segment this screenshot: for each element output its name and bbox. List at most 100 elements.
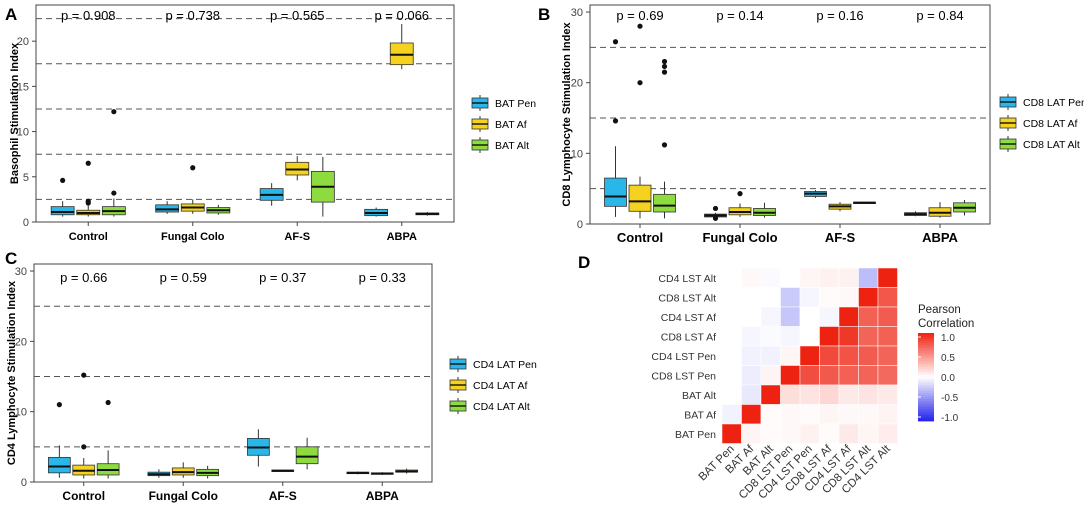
panel-label-c: C — [5, 249, 17, 268]
heatmap-cell — [858, 306, 879, 327]
legend-label: CD4 LAT Pen — [473, 359, 537, 371]
legend-gradient-step — [918, 419, 934, 422]
legend-gradient-step — [918, 393, 934, 396]
legend-gradient-step — [918, 347, 934, 350]
heatmap-row-label: BAT Af — [684, 409, 716, 421]
heatmap-cell — [780, 423, 801, 444]
legend-label: CD8 LAT Alt — [1023, 139, 1080, 151]
heatmap-cell — [721, 306, 742, 327]
heatmap-cell — [838, 384, 859, 405]
heatmap-row-label: CD8 LST Pen — [651, 370, 716, 382]
outlier-point — [190, 165, 196, 171]
panel-label-b: B — [538, 5, 550, 24]
legend-gradient-step — [918, 341, 934, 344]
legend-tick-label: 0.5 — [941, 353, 955, 364]
heatmap-cell — [721, 287, 742, 308]
heatmap-cell — [819, 404, 840, 425]
p-value-label: p = 0.738 — [165, 8, 220, 23]
legend-gradient-step — [918, 383, 934, 386]
y-tick-label: 15 — [17, 81, 29, 93]
legend-gradient-step — [918, 397, 934, 400]
heatmap-cell — [819, 326, 840, 347]
heatmap-cell — [780, 384, 801, 405]
x-tick-label: Control — [62, 489, 105, 503]
plot-frame — [33, 263, 433, 483]
outlier-point — [85, 160, 91, 166]
outlier-point — [661, 63, 668, 70]
legend-label: BAT Alt — [495, 140, 529, 152]
legend-gradient-step — [918, 387, 934, 390]
p-value-label: p = 0.33 — [359, 270, 406, 285]
y-tick-label: 20 — [571, 78, 583, 90]
outlier-point — [60, 177, 66, 184]
p-value-label: p = 0.37 — [259, 270, 306, 285]
heatmap-cell — [799, 267, 820, 288]
heatmap-cell — [721, 384, 742, 405]
heatmap-cell — [819, 365, 840, 386]
legend-gradient-step — [918, 391, 934, 394]
legend-gradient-step — [918, 411, 934, 414]
heatmap-row-label: CD4 LST Alt — [658, 273, 716, 285]
p-value-label: p = 0.84 — [916, 8, 963, 23]
heatmap-cell — [819, 306, 840, 327]
legend-gradient-step — [918, 399, 934, 402]
outlier-point — [612, 39, 619, 45]
legend-label: BAT Af — [495, 119, 527, 131]
x-tick-label: Fungal Colo — [161, 231, 225, 243]
legend-label: BAT Pen — [495, 98, 536, 110]
y-tick-label: 0 — [577, 219, 583, 231]
legend-gradient-step — [918, 413, 934, 416]
legend-title-line2: Correlation — [918, 318, 974, 330]
heatmap-cell — [877, 326, 898, 347]
x-tick-label: Fungal Colo — [702, 230, 777, 245]
legend-gradient-step — [918, 345, 934, 348]
p-value-label: p = 0.66 — [60, 270, 107, 285]
legend-gradient-step — [918, 379, 934, 382]
y-axis-label: CD8 Lymphocyte Stimulation Index — [561, 22, 573, 207]
heatmap-cell — [877, 345, 898, 366]
y-tick-label: 10 — [571, 148, 583, 160]
heatmap-cell — [877, 267, 898, 288]
heatmap-cell — [721, 365, 742, 386]
outlier-point — [661, 69, 668, 75]
heatmap-cell — [877, 384, 898, 405]
x-tick-label: AF-S — [825, 230, 856, 245]
heatmap-cell — [780, 287, 801, 308]
heatmap-cell — [858, 287, 879, 308]
x-tick-label: Control — [617, 230, 663, 245]
x-tick-label: AF-S — [284, 231, 310, 243]
heatmap-cell — [760, 326, 781, 347]
y-tick-label: 10 — [15, 407, 27, 419]
heatmap-cell — [760, 306, 781, 327]
legend-tick-label: -1.0 — [941, 413, 959, 424]
heatmap-cell — [799, 306, 820, 327]
legend-label: CD4 LAT Alt — [473, 401, 530, 413]
legend-gradient-step — [918, 369, 934, 372]
panel-c-boxplot: 0 10 20 30 CD4 Lymphocyte Stimulation Index C… — [6, 263, 537, 503]
heatmap-cell — [760, 365, 781, 386]
heatmap-cell — [721, 423, 742, 444]
legend-gradient-step — [918, 337, 934, 340]
outlier-point — [661, 142, 668, 148]
y-axis-label: CD4 Lymphocyte Stimulation Index — [6, 280, 18, 465]
legend-gradient-step — [918, 401, 934, 404]
heatmap-cell — [877, 306, 898, 327]
x-tick-label: Control — [69, 231, 108, 243]
heatmap-cell — [721, 404, 742, 425]
x-tick-label: ABPA — [922, 230, 958, 245]
box — [295, 446, 319, 465]
heatmap-cell — [799, 384, 820, 405]
heatmap-cell — [799, 326, 820, 347]
heatmap-cell — [819, 423, 840, 444]
heatmap-cell — [858, 423, 879, 444]
heatmap-cell — [780, 365, 801, 386]
heatmap-cell — [799, 345, 820, 366]
legend-gradient-step — [918, 351, 934, 354]
heatmap-row-label: BAT Alt — [682, 390, 716, 402]
heatmap-cell — [838, 404, 859, 425]
legend-gradient-step — [918, 355, 934, 358]
legend-gradient-step — [918, 371, 934, 374]
heatmap-cell — [838, 287, 859, 308]
